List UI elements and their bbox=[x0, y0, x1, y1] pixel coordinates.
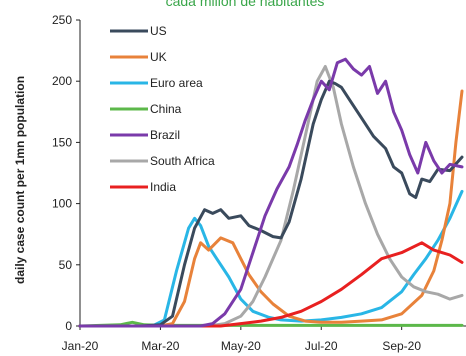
y-axis-label: daily case count per 1mn population bbox=[13, 76, 27, 284]
x-tick-label: Sep-20 bbox=[382, 339, 421, 353]
legend-label: Brazil bbox=[150, 128, 180, 142]
y-tick-label: 100 bbox=[52, 197, 72, 211]
x-tick-label: Jul-20 bbox=[305, 339, 338, 353]
chart-subtitle: cada millón de habitantes bbox=[166, 0, 325, 9]
series-line-us bbox=[78, 79, 464, 328]
y-tick-label: 50 bbox=[59, 258, 73, 272]
legend-label: Euro area bbox=[150, 76, 203, 90]
series-line-uk bbox=[78, 89, 464, 328]
x-tick-label: Jan-20 bbox=[62, 339, 99, 353]
legend-label: China bbox=[150, 102, 182, 116]
legend-label: US bbox=[150, 24, 167, 38]
legend-label: UK bbox=[150, 50, 167, 64]
chart-axes: 0 50 100 150 200 250 Jan-20 Mar-20 May-20 Jul-20 S… bbox=[52, 13, 466, 353]
series-line-euro-area bbox=[78, 189, 464, 328]
series-line-south-africa bbox=[78, 65, 464, 328]
y-tick-label: 200 bbox=[52, 74, 72, 88]
legend-label: South Africa bbox=[150, 154, 215, 168]
series-line-brazil bbox=[78, 57, 464, 328]
series-line-india bbox=[78, 241, 464, 328]
y-tick-label: 0 bbox=[65, 319, 72, 333]
y-tick-label: 250 bbox=[52, 13, 72, 27]
legend-label: India bbox=[150, 180, 176, 194]
chart-legend: US UK Euro area China Brazil South Africa Indi… bbox=[110, 24, 215, 194]
x-tick-label: May-20 bbox=[221, 339, 261, 353]
chart-series bbox=[78, 57, 464, 328]
x-tick-label: Mar-20 bbox=[141, 339, 179, 353]
y-tick-label: 150 bbox=[52, 135, 72, 149]
